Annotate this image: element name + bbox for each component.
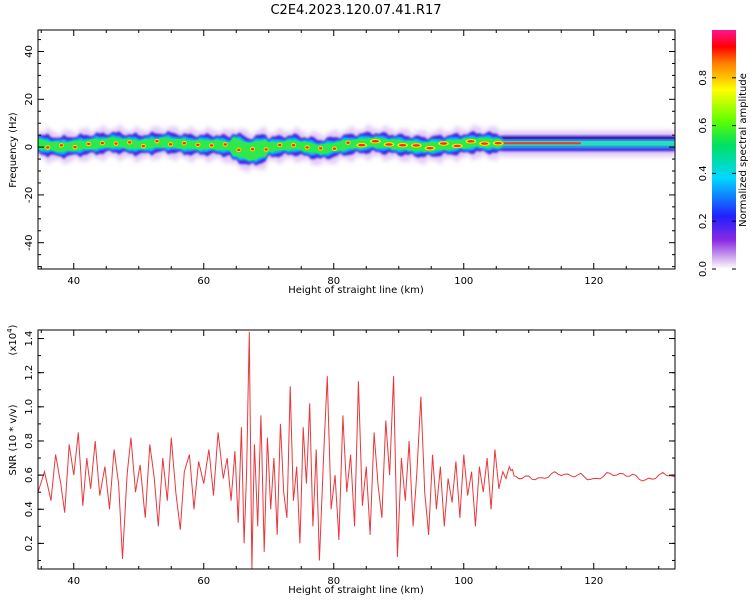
snr-frame [37, 329, 676, 570]
spectrogram-y-tick-label: 20 [24, 93, 35, 106]
heatmap-peak-core [398, 144, 407, 147]
heatmap-peak-core [264, 148, 268, 151]
heatmap-peak-core [250, 147, 255, 151]
spectrogram-x-tick-label: 40 [67, 276, 80, 287]
colorbar-tick-label: 0.2 [698, 213, 709, 229]
heatmap-peak-core [182, 142, 186, 145]
snr-series-line [38, 331, 675, 569]
heatmap-peak-core [371, 140, 380, 143]
snr-x-tick-label: 60 [197, 576, 210, 587]
heatmap-peak-core [426, 146, 434, 150]
heatmap-peak-core [73, 145, 77, 149]
heatmap-peak-core [346, 141, 350, 144]
heatmap-peak-core [412, 144, 420, 147]
snr-y-tick-label: 1.0 [24, 399, 35, 415]
snr-x-tick-label: 40 [67, 576, 80, 587]
snr-y-tick-label: 0.6 [24, 467, 35, 483]
snr-ticks: 40 60 80 100 120 0.2 0.4 0.6 0.8 1.0 1.2 1.4 [24, 330, 675, 587]
heatmap-peak-core [196, 143, 200, 147]
svg-text:(x104): (x104) [6, 324, 19, 355]
heatmap-peak-core [319, 147, 323, 150]
snr-y-axis-label: SNR (10 * v/v) [8, 404, 19, 475]
snr-scale-note-base: (x10 [8, 333, 19, 356]
spectrogram-y-tick-label: -20 [24, 187, 35, 203]
spectrogram-x-tick-label: 80 [327, 276, 340, 287]
heatmap-peak-core [114, 142, 118, 145]
spectrogram-heatmap [38, 123, 675, 172]
heatmap-peak-core [453, 144, 461, 148]
heatmap-peak-core [439, 142, 448, 145]
spectrogram-y-tick-label: -40 [24, 235, 35, 251]
heatmap-peak-core [332, 147, 337, 150]
colorbar-tick-label: 0.6 [698, 118, 709, 134]
snr-y-tick-label: 0.8 [24, 433, 35, 449]
heatmap-peak-core [87, 142, 91, 146]
snr-scale-note: (x104) [6, 324, 19, 355]
spectrogram-x-tick-label: 120 [584, 276, 603, 287]
heatmap-tail-core [502, 140, 675, 146]
heatmap-peak-core [100, 141, 105, 145]
snr-y-tick-label: 0.2 [24, 535, 35, 551]
heatmap-peak-core [278, 143, 282, 147]
spectrogram-frame [37, 29, 676, 270]
heatmap-peak-core [385, 143, 393, 146]
spectrogram-y-axis-label: Frequency (Hz) [8, 112, 19, 188]
heatmap-peak-core [168, 143, 173, 146]
colorbar-label: Normalized spectral amplitude [738, 73, 749, 227]
heatmap-peak-core [305, 146, 309, 149]
heatmap-peak-core [223, 143, 227, 146]
spectrogram-y-tick-label: 40 [24, 45, 35, 58]
colorbar: 0.0 0.2 0.4 0.6 0.8 Normalized spectral ampl… [698, 30, 749, 277]
colorbar-tick-label: 0.8 [698, 70, 709, 86]
colorbar-tick-label: 0.4 [698, 165, 709, 181]
snr-y-tick-label: 1.2 [24, 365, 35, 381]
heatmap-peak-core [291, 144, 296, 147]
snr-panel: 40 60 80 100 120 0.2 0.4 0.6 0.8 1.0 1.2 1.4 Height… [6, 324, 676, 596]
snr-scale-note-exp: 4 [6, 328, 14, 333]
figure-title: C2E4.2023.120.07.41.R17 [270, 3, 441, 18]
heatmap-peak-core [141, 144, 145, 148]
colorbar-tick-label: 0.0 [698, 261, 709, 277]
heatmap-peak-core [494, 141, 502, 145]
heatmap-peak-core [46, 146, 50, 149]
snr-x-axis-label: Height of straight line (km) [288, 585, 424, 596]
heatmap-peak-core [209, 144, 214, 147]
spectrogram-panel: 40 60 80 100 120 40 20 0 -20 -40 Height of straig… [8, 29, 676, 296]
snr-x-tick-label: 120 [584, 576, 603, 587]
heatmap-peak-core [467, 140, 475, 143]
spectrogram-x-tick-label: 60 [197, 276, 210, 287]
snr-y-tick-label: 1.4 [24, 331, 35, 347]
heatmap-peak-core [237, 148, 241, 152]
heatmap-peak-core [155, 139, 159, 143]
spectrogram-x-axis-label: Height of straight line (km) [288, 285, 424, 296]
colorbar-gradient [712, 30, 736, 269]
heatmap-peak-core [480, 142, 489, 145]
spectrogram-y-tick-label: 0 [24, 144, 35, 150]
heatmap-peak-core [358, 143, 366, 147]
spectrogram-ticks: 40 60 80 100 120 40 20 0 -20 -40 [24, 30, 675, 287]
heatmap-peak-core [127, 141, 132, 144]
spectrogram-x-tick-label: 100 [454, 276, 473, 287]
snr-x-tick-label: 80 [327, 576, 340, 587]
colorbar-ticks: 0.0 0.2 0.4 0.6 0.8 [698, 70, 736, 277]
heatmap-peak-core [59, 144, 64, 147]
snr-x-tick-label: 100 [454, 576, 473, 587]
snr-y-tick-label: 0.4 [24, 501, 35, 517]
